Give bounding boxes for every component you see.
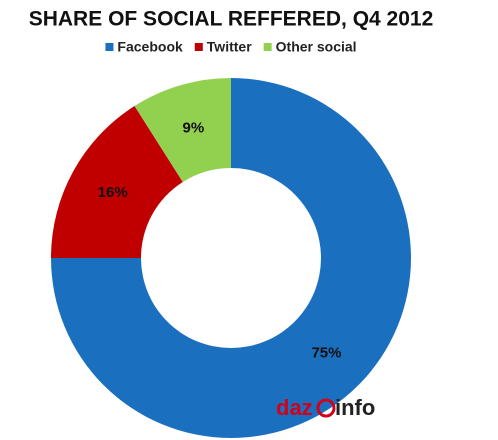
donut-slice (134, 78, 231, 183)
donut-slice (51, 78, 411, 438)
data-label: 9% (182, 119, 204, 136)
legend-swatch (105, 43, 114, 51)
data-label: 75% (311, 344, 341, 361)
logo: daz info (276, 395, 375, 420)
legend-label: Twitter (207, 39, 252, 55)
donut-slice (51, 106, 183, 259)
legend-swatch (194, 43, 203, 51)
data-label: 16% (98, 184, 128, 201)
legend-label: Other social (276, 39, 357, 55)
logo-text: info (335, 395, 375, 420)
legend: Facebook Twitter Other social (105, 39, 357, 55)
legend-label: Facebook (117, 39, 183, 55)
legend-swatch (263, 43, 272, 51)
logo-icon (316, 398, 336, 418)
chart-title: SHARE OF SOCIAL REFFERED, Q4 2012 (29, 8, 434, 31)
logo-text: daz (276, 395, 313, 420)
